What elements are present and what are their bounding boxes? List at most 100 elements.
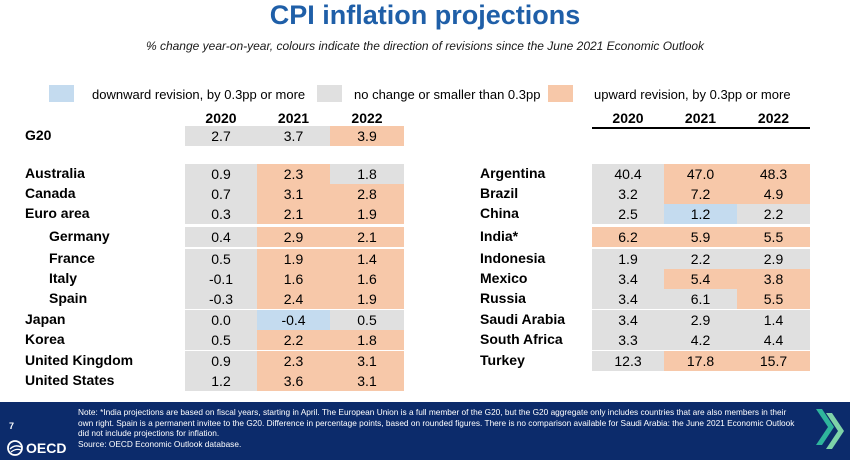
value-cell: 0.5 xyxy=(185,249,257,269)
left-table-header-2021: 2021 xyxy=(277,110,310,126)
value-cell: 4.9 xyxy=(737,184,810,204)
value-cell: 2.9 xyxy=(257,227,330,247)
row-label: France xyxy=(49,250,95,266)
value-cell: 2.1 xyxy=(257,204,330,224)
row-label: Germany xyxy=(49,228,110,244)
value-cell: 0.5 xyxy=(330,310,404,330)
row-label: Mexico xyxy=(480,270,528,286)
value-cell: 4.2 xyxy=(664,330,737,350)
row-label: Indonesia xyxy=(480,250,546,266)
left-table-header-2022: 2022 xyxy=(351,110,383,126)
value-cell: 1.8 xyxy=(330,330,404,350)
right-table-header-rule xyxy=(592,127,810,129)
row-label: India* xyxy=(480,228,519,244)
row-label: Turkey xyxy=(480,352,525,368)
value-cell: 2.2 xyxy=(257,330,330,350)
row-label: Australia xyxy=(25,165,85,181)
value-cell: 5.4 xyxy=(664,269,737,289)
right-table-header-2020: 2020 xyxy=(612,110,644,126)
row-label: Russia xyxy=(480,290,526,306)
value-cell: 7.2 xyxy=(664,184,737,204)
row-label: Saudi Arabia xyxy=(480,311,566,327)
value-cell: 0.3 xyxy=(185,204,257,224)
value-cell: 2.7 xyxy=(185,126,257,146)
value-cell: -0.3 xyxy=(185,289,257,309)
row-label: Japan xyxy=(25,311,66,327)
value-cell: -0.4 xyxy=(257,310,330,330)
value-cell: 3.4 xyxy=(592,289,664,309)
value-cell: 1.6 xyxy=(330,269,404,289)
page-title: CPI inflation projections xyxy=(269,0,581,30)
value-cell: 1.9 xyxy=(330,204,404,224)
value-cell: 1.2 xyxy=(664,204,737,224)
value-cell: 0.7 xyxy=(185,184,257,204)
value-cell: 1.9 xyxy=(592,249,664,269)
row-label: United States xyxy=(25,372,115,388)
value-cell: 2.4 xyxy=(257,289,330,309)
row-label: South Africa xyxy=(480,331,563,347)
page-number: 7 xyxy=(9,421,15,431)
value-cell: 3.1 xyxy=(257,184,330,204)
row-label: G20 xyxy=(25,127,52,143)
value-cell: 3.3 xyxy=(592,330,664,350)
value-cell: 6.1 xyxy=(664,289,737,309)
value-cell: 12.3 xyxy=(592,351,664,371)
value-cell: 3.6 xyxy=(257,371,330,391)
value-cell: 3.4 xyxy=(592,310,664,330)
value-cell: 1.6 xyxy=(257,269,330,289)
value-cell: 1.9 xyxy=(330,289,404,309)
row-label: China xyxy=(480,205,519,221)
value-cell: 1.4 xyxy=(330,249,404,269)
value-cell: 2.3 xyxy=(257,351,330,371)
legend-swatch-no-change xyxy=(317,85,342,102)
value-cell: 2.9 xyxy=(664,310,737,330)
row-label: United Kingdom xyxy=(25,352,134,368)
value-cell: 0.9 xyxy=(185,351,257,371)
footer-bar xyxy=(0,402,850,460)
row-label: Italy xyxy=(49,270,78,286)
value-cell: 1.2 xyxy=(185,371,257,391)
value-cell: 2.9 xyxy=(737,249,810,269)
value-cell: 3.9 xyxy=(330,126,404,146)
oecd-logo: OECD xyxy=(6,440,82,456)
value-cell: 0.0 xyxy=(185,310,257,330)
value-cell: 47.0 xyxy=(664,164,737,184)
value-cell: 6.2 xyxy=(592,227,664,247)
value-cell: 2.2 xyxy=(664,249,737,269)
legend-label-downward: downward revision, by 0.3pp or more xyxy=(92,87,306,102)
value-cell: 3.4 xyxy=(592,269,664,289)
legend-label-upward: upward revision, by 0.3pp or more xyxy=(594,87,791,102)
value-cell: 2.2 xyxy=(737,204,810,224)
value-cell: 2.1 xyxy=(330,227,404,247)
footer-note: Note: *India projections are based on fi… xyxy=(78,407,800,449)
row-label: Spain xyxy=(49,290,88,306)
row-label: Argentina xyxy=(480,165,546,181)
row-label: Euro area xyxy=(25,205,90,221)
legend-label-no-change: no change or smaller than 0.3pp xyxy=(354,87,541,102)
value-cell: 1.8 xyxy=(330,164,404,184)
value-cell: 1.4 xyxy=(737,310,810,330)
value-cell: 5.5 xyxy=(737,289,810,309)
right-table-header-2022: 2022 xyxy=(757,110,790,126)
row-label: Canada xyxy=(25,185,76,201)
value-cell: 4.4 xyxy=(737,330,810,350)
left-table-header-2020: 2020 xyxy=(205,110,237,126)
value-cell: 0.5 xyxy=(185,330,257,350)
row-label: Brazil xyxy=(480,185,519,201)
oecd-logo-icon xyxy=(7,440,23,456)
footer-source-text: Source: OECD Economic Outlook database. xyxy=(78,438,242,449)
value-cell: 3.7 xyxy=(257,126,330,146)
chevron-mark-icon xyxy=(816,409,844,449)
value-cell: -0.1 xyxy=(185,269,257,289)
value-cell: 1.9 xyxy=(257,249,330,269)
value-cell: 48.3 xyxy=(737,164,810,184)
legend-swatch-downward xyxy=(49,85,74,102)
legend-swatch-upward xyxy=(548,85,573,102)
page-subtitle: % change year-on-year, colours indicate … xyxy=(145,39,705,53)
value-cell: 3.1 xyxy=(330,371,404,391)
value-cell: 2.3 xyxy=(257,164,330,184)
oecd-logo-text: OECD xyxy=(26,440,67,456)
value-cell: 3.1 xyxy=(330,351,404,371)
value-cell: 5.9 xyxy=(664,227,737,247)
right-table-header-2021: 2021 xyxy=(684,110,717,126)
